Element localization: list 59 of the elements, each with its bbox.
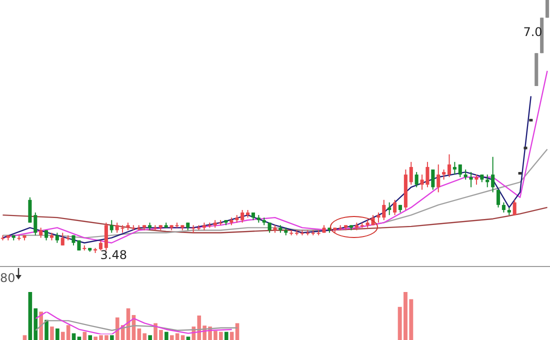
bar	[22, 335, 27, 340]
bar	[56, 328, 60, 340]
candlestick	[268, 222, 272, 234]
candlestick	[39, 227, 43, 238]
candlestick	[431, 169, 435, 190]
candlestick	[60, 232, 64, 246]
candlestick	[120, 224, 124, 234]
candlestick	[388, 202, 392, 216]
candlestick	[491, 156, 495, 193]
annotation: 3.48	[100, 248, 128, 262]
candlestick	[55, 232, 59, 244]
annotation: 7.0	[523, 24, 542, 39]
candlestick	[512, 199, 516, 216]
candlestick	[502, 202, 506, 214]
bar	[88, 335, 92, 340]
bar	[50, 326, 54, 340]
bar	[110, 335, 114, 340]
bar	[230, 332, 234, 340]
bar	[186, 336, 190, 340]
bar	[180, 335, 185, 340]
text: 80	[0, 271, 16, 285]
candlestick	[316, 230, 320, 236]
candlestick	[115, 222, 119, 234]
candlestick	[436, 164, 440, 193]
candlestick	[28, 196, 32, 224]
bar	[44, 320, 48, 340]
bar	[82, 332, 87, 340]
bar	[224, 332, 228, 340]
candlestick	[409, 161, 413, 186]
candlestick	[452, 161, 456, 176]
bar	[235, 323, 240, 340]
candlestick	[469, 172, 473, 188]
bar	[164, 332, 168, 340]
candlestick	[290, 230, 294, 236]
candlestick	[300, 230, 304, 236]
candlestick	[447, 154, 452, 178]
candlestick	[458, 164, 462, 178]
candlestick	[496, 189, 500, 208]
candlestick	[414, 172, 418, 188]
candlestick	[464, 169, 468, 180]
candlestick	[110, 220, 114, 234]
candlestick	[393, 199, 397, 216]
candlestick	[311, 230, 315, 236]
bar	[77, 336, 82, 340]
candlestick	[192, 224, 196, 234]
candlestick	[306, 230, 310, 236]
candlestick	[44, 230, 48, 241]
candlestick	[98, 240, 103, 251]
candlestick	[442, 169, 446, 180]
candlestick	[486, 174, 490, 188]
candlestick	[240, 209, 244, 224]
candlestick	[474, 174, 478, 186]
candlestick	[382, 199, 386, 221]
candlestick	[34, 212, 38, 236]
candlestick	[376, 212, 380, 224]
candlestick	[104, 222, 108, 251]
candlestick	[546, 0, 550, 18]
bar	[148, 335, 152, 340]
candlestick	[295, 230, 299, 236]
